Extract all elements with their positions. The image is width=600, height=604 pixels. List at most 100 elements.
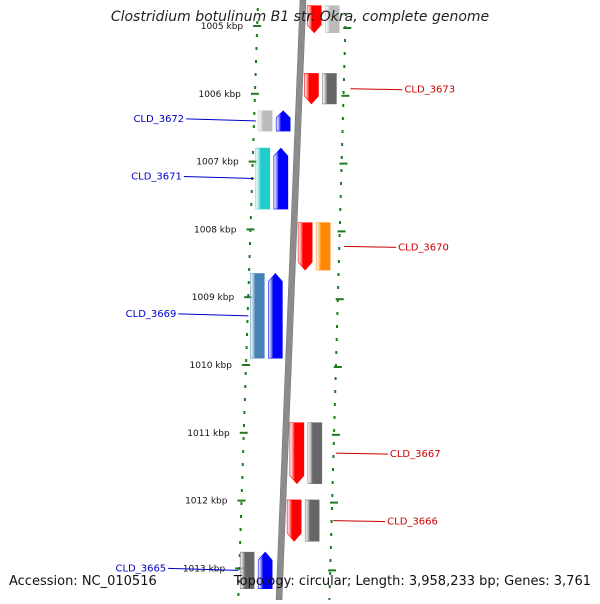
scale-tick-left <box>237 499 246 502</box>
gene-feature-block[interactable] <box>239 551 255 589</box>
scale-dot-left <box>243 398 246 401</box>
scale-dot-left <box>243 411 246 414</box>
scale-tick-left <box>235 567 244 570</box>
scale-dot-left <box>246 333 249 336</box>
scale-dot-right <box>335 338 338 341</box>
scale-dot-right <box>334 377 337 380</box>
scale-dot-right <box>329 559 332 562</box>
scale-dot-left <box>251 164 254 167</box>
gene-arrow-cld_3669[interactable] <box>268 273 283 359</box>
gene-label-cld_3669[interactable]: CLD_3669 <box>126 309 177 320</box>
scale-dot-right <box>330 533 333 536</box>
gene-arrow-partial[interactable] <box>306 5 322 34</box>
scale-dot-left <box>244 372 247 375</box>
scale-dot-right <box>329 572 332 575</box>
scale-dot-left <box>239 528 242 531</box>
scale-dot-right <box>337 286 340 289</box>
scale-tick-label: 1012 kbp <box>185 497 228 507</box>
scale-dot-right <box>340 182 343 185</box>
scale-dot-right <box>344 13 347 16</box>
scale-tick-label: 1011 kbp <box>187 429 230 439</box>
scale-dot-right <box>343 52 346 55</box>
gene-label-leader <box>333 520 386 523</box>
gene-label-leader <box>183 176 254 180</box>
gene-label-cld_3670[interactable]: CLD_3670 <box>398 242 449 253</box>
gene-feature-block[interactable] <box>307 422 323 484</box>
scale-tick-left <box>250 92 259 95</box>
gene-label-cld_3671[interactable]: CLD_3671 <box>131 172 182 183</box>
scale-tick-label: 1010 kbp <box>190 361 233 371</box>
gene-label-leader <box>344 245 397 248</box>
scale-dot-left <box>249 216 252 219</box>
gene-feature-block[interactable] <box>257 110 273 132</box>
scale-dot-left <box>247 294 250 297</box>
scale-dot-left <box>237 593 240 596</box>
scale-dot-right <box>332 468 335 471</box>
genome-title: Clostridium botulinum B1 str. Okra, comp… <box>110 9 490 25</box>
scale-tick-right <box>343 27 352 29</box>
scale-dot-right <box>329 546 332 549</box>
scale-dot-right <box>343 65 346 68</box>
gene-arrow-cld_3670[interactable] <box>297 222 313 271</box>
scale-dot-left <box>252 138 255 141</box>
scale-dot-right <box>338 247 341 250</box>
scale-dot-right <box>341 117 344 120</box>
gene-arrow-cld_3671[interactable] <box>273 147 289 210</box>
scale-dot-left <box>237 580 240 583</box>
scale-dot-left <box>238 554 241 557</box>
gene-label-cld_3667[interactable]: CLD_3667 <box>390 449 441 460</box>
gene-label-cld_3673[interactable]: CLD_3673 <box>404 85 455 96</box>
scale-dot-left <box>246 307 249 310</box>
gene-arrow-cld_3666[interactable] <box>286 499 302 542</box>
scale-dot-left <box>242 450 245 453</box>
scale-dot-left <box>252 125 255 128</box>
scale-dot-left <box>240 489 243 492</box>
scale-dot-right <box>339 208 342 211</box>
gene-arrow-cld_3667[interactable] <box>289 422 305 485</box>
scale-dot-left <box>248 268 251 271</box>
scale-dot-left <box>253 99 256 102</box>
scale-dot-left <box>239 541 242 544</box>
scale-tick-left <box>241 364 250 366</box>
scale-dot-left <box>249 242 252 245</box>
gene-label-cld_3666[interactable]: CLD_3666 <box>387 517 438 528</box>
gene-feature-block[interactable] <box>324 5 340 34</box>
scale-tick-right <box>329 501 338 504</box>
scale-dot-right <box>342 104 345 107</box>
scale-tick-right <box>335 298 344 301</box>
gene-feature-block[interactable] <box>255 147 271 210</box>
scale-dot-right <box>330 520 333 523</box>
gene-label-cld_3665[interactable]: CLD_3665 <box>115 563 166 574</box>
gene-arrow-cld_3665[interactable] <box>257 551 273 590</box>
scale-dot-left <box>245 346 248 349</box>
scale-dot-right <box>341 130 344 133</box>
scale-dot-right <box>333 429 336 432</box>
scale-dot-left <box>241 463 244 466</box>
scale-dot-left <box>240 515 243 518</box>
scale-dot-left <box>244 385 247 388</box>
gene-label-cld_3672[interactable]: CLD_3672 <box>133 114 184 125</box>
scale-dot-left <box>241 476 244 479</box>
gene-feature-block[interactable] <box>304 499 320 542</box>
scale-tick-left <box>239 431 248 434</box>
gene-label-leader <box>350 88 403 91</box>
gene-label-leader <box>186 118 257 122</box>
scale-dot-right <box>331 494 334 497</box>
scale-dot-right <box>338 234 341 237</box>
gene-arrow-cld_3673[interactable] <box>304 73 319 105</box>
topology-info: Topology: circular; Length: 3,958,233 bp… <box>233 574 591 589</box>
scale-dot-right <box>328 585 331 588</box>
scale-dot-right <box>342 78 345 81</box>
scale-tick-right <box>333 366 342 368</box>
gene-feature-block[interactable] <box>250 273 265 359</box>
gene-feature-block[interactable] <box>322 73 337 105</box>
scale-dot-right <box>337 260 340 263</box>
scale-dot-left <box>253 112 256 115</box>
accession-text: Accession: NC_010516 <box>9 574 157 589</box>
scale-dot-right <box>336 325 339 328</box>
scale-dot-right <box>341 143 344 146</box>
scale-tick-right <box>328 569 337 572</box>
gene-arrow-cld_3672[interactable] <box>275 110 291 132</box>
gene-feature-block[interactable] <box>315 222 331 271</box>
